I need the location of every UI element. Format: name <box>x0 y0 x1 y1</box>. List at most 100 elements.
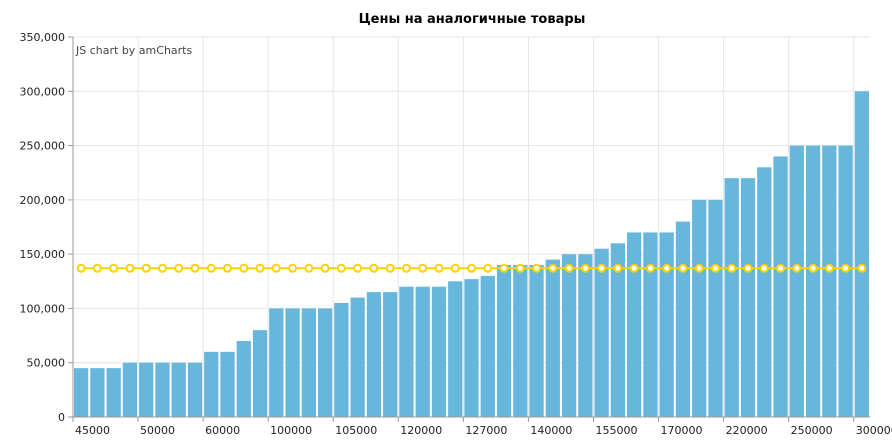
bar <box>529 265 544 417</box>
y-tick-label: 150,000 <box>20 248 66 261</box>
line-point <box>597 263 607 273</box>
bar <box>106 368 121 417</box>
bar <box>561 254 577 417</box>
bar <box>822 145 837 418</box>
x-tick-label: 100000 <box>270 424 312 437</box>
bar <box>236 341 251 417</box>
bar <box>480 275 495 417</box>
line-point <box>857 263 867 273</box>
bar <box>187 362 203 417</box>
y-tick-label: 100,000 <box>20 302 66 315</box>
bar <box>399 286 414 417</box>
bar <box>513 265 528 417</box>
x-tick-label: 120000 <box>400 424 442 437</box>
bar <box>659 232 674 417</box>
bar <box>334 303 349 417</box>
bar <box>692 199 707 417</box>
line-point <box>759 263 769 273</box>
x-tick-label: 155000 <box>595 424 637 437</box>
line-point <box>694 263 704 273</box>
x-tick-label: 45000 <box>75 424 110 437</box>
line-point <box>141 263 151 273</box>
bar <box>740 178 756 417</box>
x-tick-label: 220000 <box>726 424 768 437</box>
amcharts-credit[interactable]: JS chart by amCharts <box>75 44 192 57</box>
bar <box>643 232 658 417</box>
line-point <box>206 263 216 273</box>
line-point <box>710 263 720 273</box>
x-tick-label: 60000 <box>205 424 240 437</box>
line-point <box>532 263 542 273</box>
line-point <box>548 263 558 273</box>
bar <box>90 368 105 417</box>
y-axis-labels: 0 50,000 100,000 150,000 200,000 250,000 300,0… <box>20 31 66 424</box>
line-point <box>564 263 574 273</box>
bar-series <box>74 91 869 418</box>
x-tick-label: 250000 <box>791 424 833 437</box>
line-point <box>727 263 737 273</box>
line-point <box>662 263 672 273</box>
bar <box>366 292 382 417</box>
bar <box>496 265 512 417</box>
bar <box>789 145 804 418</box>
line-point <box>157 263 167 273</box>
bar <box>122 362 138 417</box>
y-tick-label: 0 <box>58 411 65 424</box>
y-tick-label: 250,000 <box>20 140 66 153</box>
bar <box>854 91 869 418</box>
bar <box>204 351 219 417</box>
line-point <box>613 263 623 273</box>
x-tick-label: 127000 <box>465 424 507 437</box>
line-point <box>190 263 200 273</box>
line-point <box>515 263 525 273</box>
line-series <box>76 263 867 273</box>
bar <box>171 362 186 417</box>
line-point <box>645 263 655 273</box>
line-point <box>255 263 265 273</box>
bar <box>464 279 479 417</box>
line-point <box>92 263 102 273</box>
line-point <box>109 263 119 273</box>
y-tick-label: 50,000 <box>27 357 66 370</box>
bar <box>773 156 788 417</box>
bar <box>805 145 821 418</box>
line-point <box>808 263 818 273</box>
bar <box>415 286 430 417</box>
bar <box>269 308 284 417</box>
line-point <box>76 263 86 273</box>
bar <box>383 292 398 417</box>
bar <box>757 167 772 417</box>
line-point <box>125 263 135 273</box>
bar <box>301 308 316 417</box>
line-point <box>369 263 379 273</box>
line-point <box>320 263 330 273</box>
line-point <box>288 263 298 273</box>
bar <box>252 330 268 417</box>
line-point <box>239 263 249 273</box>
axes <box>68 36 870 418</box>
bar <box>708 199 723 417</box>
line-point <box>401 263 411 273</box>
line-point <box>580 263 590 273</box>
line-point <box>743 263 753 273</box>
line-point <box>824 263 834 273</box>
bar <box>610 243 626 417</box>
line-point <box>499 263 509 273</box>
line-point <box>418 263 428 273</box>
x-tick-label: 170000 <box>661 424 703 437</box>
line-point <box>434 263 444 273</box>
bar <box>578 254 593 417</box>
bar <box>431 286 447 417</box>
bar <box>155 362 170 417</box>
bar <box>594 248 609 417</box>
y-tick-label: 350,000 <box>20 31 66 44</box>
bar <box>724 178 739 417</box>
line-point <box>841 263 851 273</box>
x-tick-label: 300000 <box>856 424 892 437</box>
line-point <box>483 263 493 273</box>
x-axis-labels: 45000 50000 60000 100000 105000 120000 127000 1… <box>75 424 892 437</box>
line-point <box>629 263 639 273</box>
bar <box>545 259 560 417</box>
bar <box>448 281 463 417</box>
